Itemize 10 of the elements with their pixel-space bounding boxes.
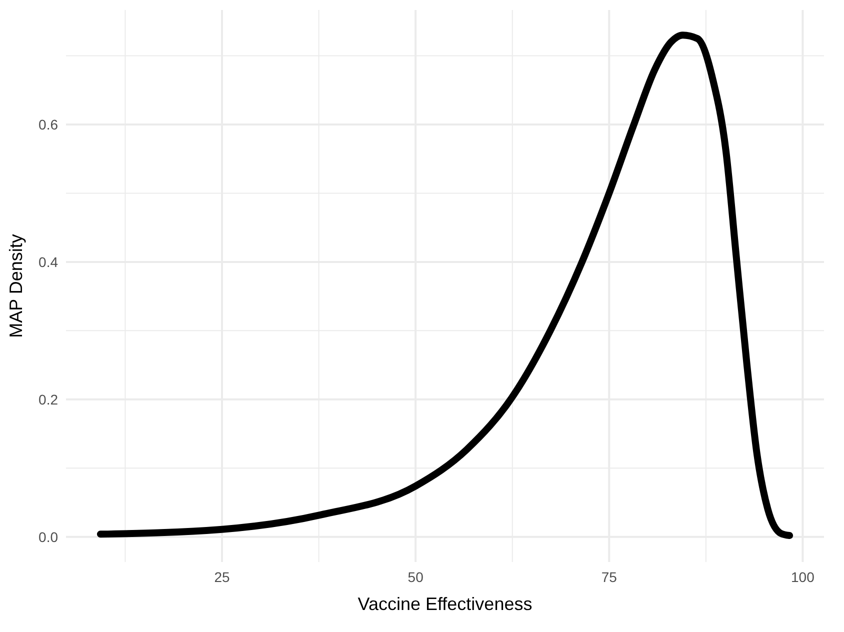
y-tick-label: 0.4 [38, 254, 58, 270]
x-tick-label: 25 [214, 569, 230, 585]
text: 0.0 [38, 528, 58, 545]
x-tick-label: 75 [601, 569, 618, 585]
x-axis-title: Vaccine Effectiveness [358, 594, 532, 614]
y-tick-label: 0.6 [38, 116, 58, 132]
y-tick-label: 0.2 [38, 391, 58, 408]
x-tick-label: 50 [408, 569, 424, 585]
y-axis-title: MAP Density [6, 234, 26, 338]
x-tick-label: 100 [791, 569, 815, 585]
